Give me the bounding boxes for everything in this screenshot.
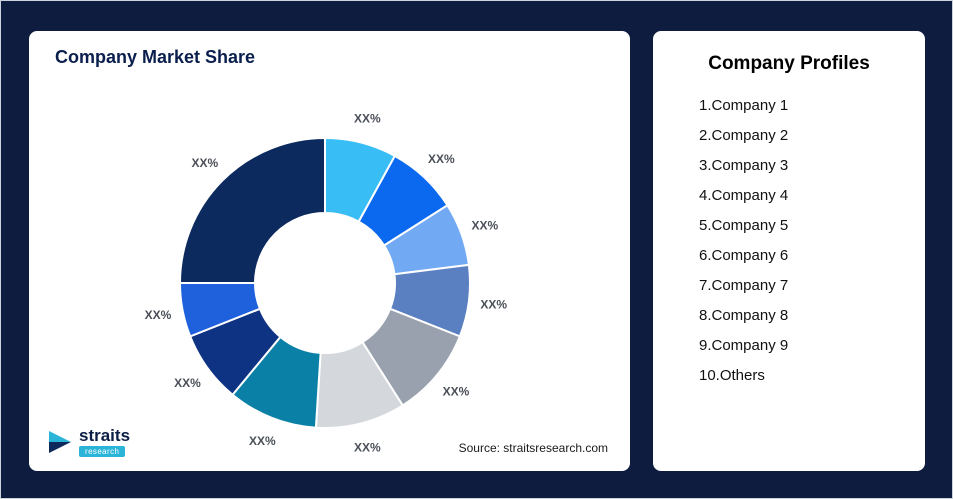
- slice-label: XX%: [480, 297, 507, 311]
- slice-label: XX%: [443, 384, 470, 398]
- slice-label: XX%: [472, 218, 499, 232]
- slice-label: XX%: [249, 434, 276, 448]
- company-profile-item: 2.Company 2: [699, 127, 789, 144]
- company-profiles-list: 1.Company 1 2.Company 2 3.Company 3 4.Compa…: [699, 97, 788, 397]
- profiles-title: Company Profiles: [708, 53, 870, 74]
- slice-label: XX%: [191, 156, 218, 170]
- company-profile-item: 3.Company 3: [699, 157, 789, 174]
- slice-label: XX%: [354, 441, 381, 455]
- company-profiles-card: Company Profiles 1.Company 1 2.Company 2 3…: [653, 31, 925, 471]
- slice-label: XX%: [145, 308, 172, 322]
- market-share-card: Company Market Share XX% XX% XX% XX% XX% XX% X…: [29, 31, 630, 471]
- slice-label: XX%: [354, 111, 381, 125]
- slice-label: XX%: [174, 376, 201, 390]
- logo-text-straits: straits: [79, 426, 131, 445]
- company-profile-item: 9.Company 9: [699, 337, 789, 354]
- donut-segment-others: [178, 136, 326, 284]
- company-profile-item: 6.Company 6: [699, 247, 789, 264]
- company-profile-item: 4.Company 4: [699, 187, 789, 204]
- company-profile-item: 8.Company 8: [699, 307, 789, 324]
- logo-text: straits research: [79, 427, 130, 457]
- logo-text-research: research: [79, 446, 126, 457]
- straits-research-logo: straits research: [47, 427, 130, 457]
- chart-title: Company Market Share: [55, 47, 256, 67]
- slice-label: XX%: [428, 152, 455, 166]
- company-profile-item: 1.Company 1: [699, 97, 789, 114]
- donut-chart: XX% XX% XX% XX% XX% XX% XX% XX% XX% XX%: [145, 111, 508, 455]
- source-attribution: Source: straitsresearch.com: [458, 441, 608, 455]
- company-profile-item: 10.Others: [699, 367, 765, 384]
- straits-logo-icon: [49, 431, 71, 453]
- company-profile-item: 7.Company 7: [699, 277, 789, 294]
- company-profile-item: 5.Company 5: [699, 217, 789, 234]
